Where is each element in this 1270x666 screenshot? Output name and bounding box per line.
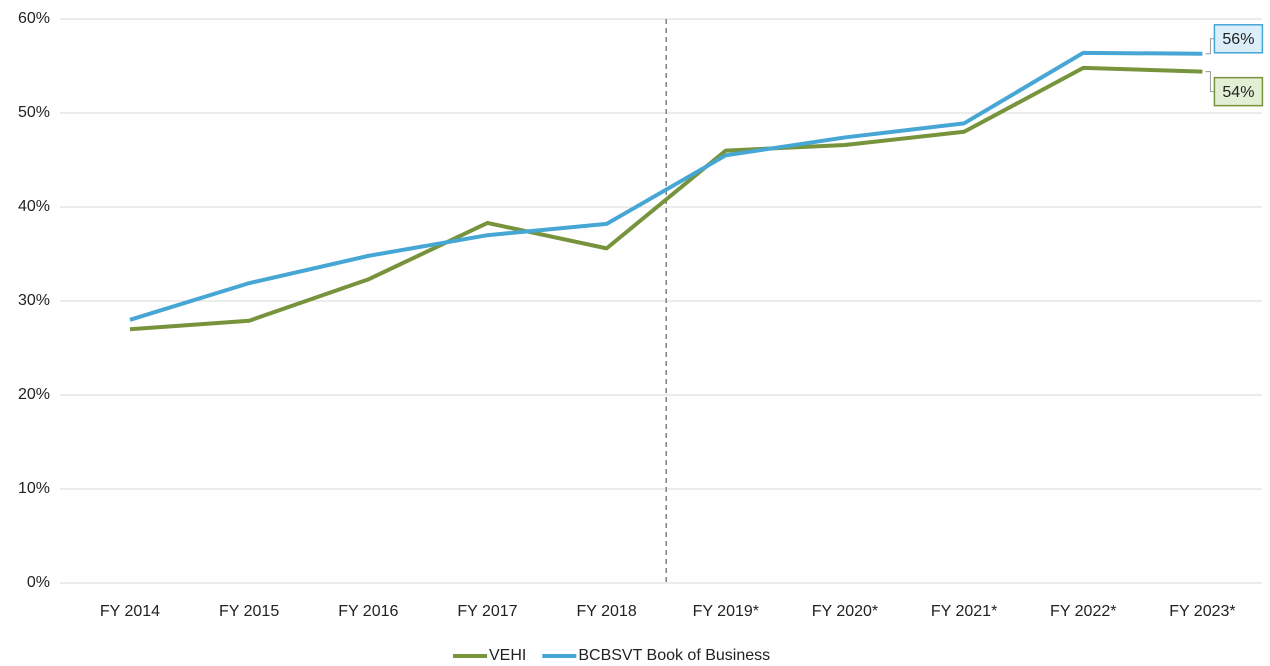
x-tick-label: FY 2020* (812, 603, 878, 620)
legend-label: VEHI (489, 647, 526, 664)
x-tick-label: FY 2019* (693, 603, 759, 620)
x-tick-label: FY 2022* (1050, 603, 1116, 620)
x-tick-label: FY 2016 (338, 603, 398, 620)
value-label: 56% (1222, 31, 1254, 48)
value-label-box (1213, 24, 1264, 54)
label-connector (1205, 38, 1215, 55)
x-tick-label: FY 2023* (1169, 603, 1235, 620)
y-tick-label: 40% (18, 198, 50, 215)
series-line (129, 65, 1203, 332)
y-tick-label: 10% (18, 480, 50, 497)
y-tick-label: 60% (18, 10, 50, 27)
y-tick-label: 20% (18, 386, 50, 403)
value-label-box (1213, 76, 1264, 107)
x-tick-label: FY 2018 (577, 603, 637, 620)
x-tick-label: FY 2015 (219, 603, 279, 620)
x-tick-label: FY 2017 (457, 603, 517, 620)
y-tick-label: 50% (18, 104, 50, 121)
x-tick-label: FY 2014 (100, 603, 160, 620)
value-label: 54% (1222, 84, 1254, 101)
label-connector (1205, 71, 1215, 93)
series-line (129, 50, 1203, 322)
x-tick-label: FY 2021* (931, 603, 997, 620)
y-tick-label: 0% (27, 574, 50, 591)
y-tick-label: 30% (18, 292, 50, 309)
legend-label: BCBSVT Book of Business (578, 647, 770, 664)
